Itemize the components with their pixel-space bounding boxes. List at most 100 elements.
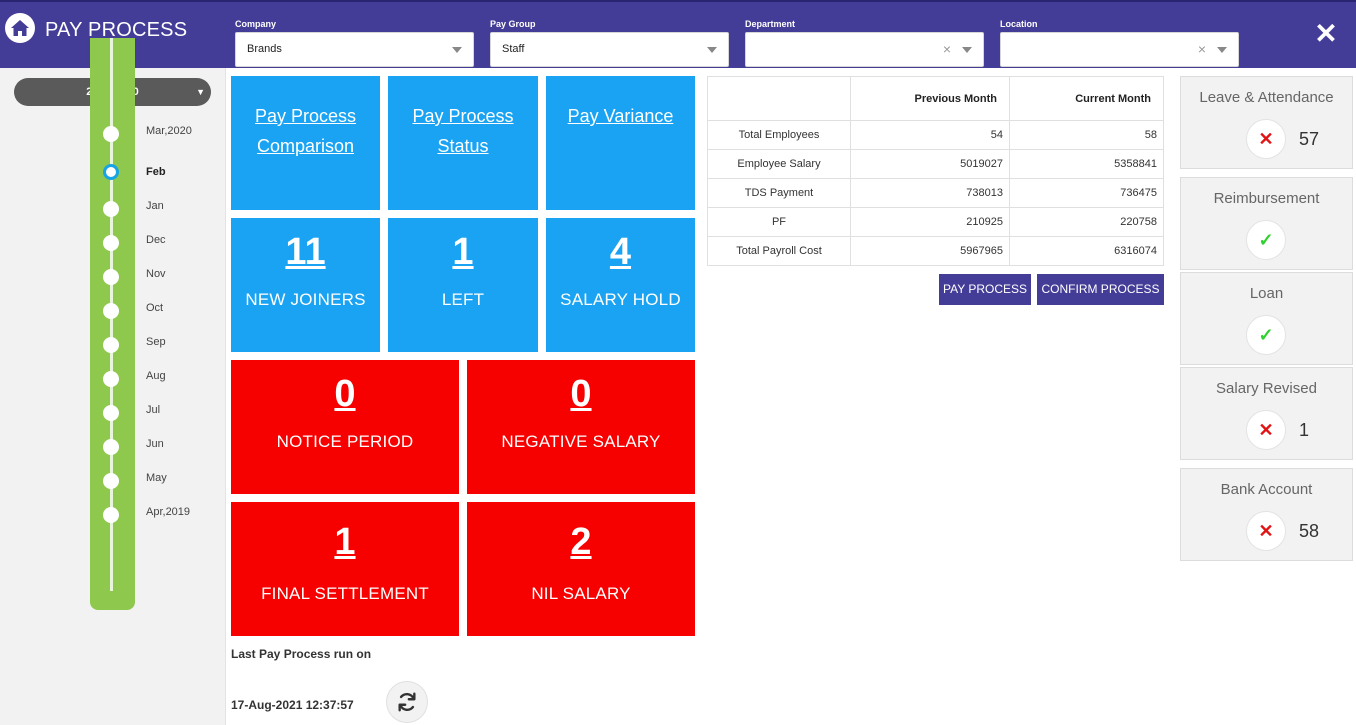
pay-variance-link[interactable]: Pay Variance (567, 106, 674, 126)
previous-value: 5019027 (850, 149, 1010, 179)
loan-card[interactable]: Loan ✓ (1180, 272, 1353, 365)
timeline-dot[interactable] (103, 371, 119, 387)
timeline-dot[interactable] (103, 405, 119, 421)
negative-salary-count[interactable]: 0 (570, 373, 592, 415)
timeline-dot[interactable] (103, 439, 119, 455)
month-item-active[interactable]: Feb (146, 166, 166, 178)
timeline-dot[interactable] (103, 269, 119, 285)
home-icon (11, 20, 29, 36)
month-item[interactable]: Sep (146, 336, 166, 348)
department-filter: Department × (745, 18, 984, 67)
timeline-dot[interactable] (103, 201, 119, 217)
salary-hold-label: SALARY HOLD (560, 290, 681, 309)
notice-period-tile[interactable]: 0 NOTICE PERIOD (231, 360, 459, 494)
bank-account-card[interactable]: Bank Account ✕ 58 (1180, 468, 1353, 561)
last-run-label: Last Pay Process run on (231, 647, 372, 661)
pay-process-button[interactable]: PAY PROCESS (939, 274, 1031, 305)
row-label: PF (707, 207, 851, 237)
company-filter: Company Brands (235, 18, 474, 67)
home-button[interactable] (5, 13, 35, 43)
chevron-down-icon (1217, 47, 1227, 53)
left-label: LEFT (441, 290, 485, 309)
confirm-process-button[interactable]: CONFIRM PROCESS (1037, 274, 1164, 305)
leave-attendance-card[interactable]: Leave & Attendance ✕ 57 (1180, 76, 1353, 169)
check-icon: ✓ (1258, 229, 1274, 250)
last-run-time: 17-Aug-2021 12:37:57 (231, 698, 354, 712)
salary-hold-count[interactable]: 4 (609, 231, 632, 273)
close-button[interactable]: ✕ (1311, 19, 1341, 49)
timeline-dot[interactable] (103, 473, 119, 489)
pay-variance-tile[interactable]: Pay Variance (546, 76, 695, 210)
notice-period-label: NOTICE PERIOD (276, 432, 414, 451)
timeline-dot[interactable] (103, 303, 119, 319)
month-item[interactable]: Nov (146, 268, 166, 280)
chevron-down-icon (962, 47, 972, 53)
pay-group-select[interactable]: Staff (490, 32, 729, 67)
table-header (707, 76, 851, 121)
month-item[interactable]: Jan (146, 200, 164, 212)
chevron-down-icon: ▼ (196, 87, 205, 97)
pay-group-label: Pay Group (490, 19, 536, 29)
left-tile[interactable]: 1 LEFT (388, 218, 538, 352)
card-title: Leave & Attendance (1199, 89, 1334, 106)
card-title: Salary Revised (1216, 380, 1317, 397)
previous-value: 738013 (850, 178, 1010, 208)
company-select[interactable]: Brands (235, 32, 474, 67)
nil-salary-tile[interactable]: 2 NIL SALARY (467, 502, 695, 636)
table-header: Previous Month (850, 76, 1010, 121)
nil-salary-count[interactable]: 2 (570, 521, 592, 563)
card-count: 57 (1299, 129, 1320, 149)
error-status-icon: ✕ (1246, 410, 1286, 450)
error-status-icon: ✕ (1246, 119, 1286, 159)
location-label: Location (1000, 19, 1038, 29)
salary-revised-card[interactable]: Salary Revised ✕ 1 (1180, 367, 1353, 460)
pay-process-comparison-link[interactable]: Pay Process Comparison (231, 101, 380, 161)
row-label: TDS Payment (707, 178, 851, 208)
location-select[interactable]: × (1000, 32, 1239, 67)
reimbursement-card[interactable]: Reimbursement ✓ (1180, 177, 1353, 270)
month-item[interactable]: Aug (146, 370, 166, 382)
refresh-button[interactable] (386, 681, 428, 723)
month-item[interactable]: Oct (146, 302, 164, 314)
clear-icon[interactable]: × (1197, 41, 1206, 57)
notice-period-count[interactable]: 0 (334, 373, 356, 415)
timeline-dot[interactable] (103, 337, 119, 353)
pay-process-status-tile[interactable]: Pay Process Status (388, 76, 538, 210)
x-icon: ✕ (1258, 520, 1274, 541)
current-value: 220758 (1009, 207, 1164, 237)
company-label: Company (235, 19, 277, 29)
timeline-dot-active[interactable] (103, 164, 119, 180)
success-status-icon: ✓ (1246, 315, 1286, 355)
row-label: Total Payroll Cost (707, 236, 851, 266)
current-value: 6316074 (1009, 236, 1164, 266)
card-title: Bank Account (1220, 481, 1313, 498)
month-item[interactable]: Jun (146, 438, 164, 450)
month-item[interactable]: Dec (146, 234, 166, 246)
month-item[interactable]: Jul (146, 404, 161, 416)
timeline-dot[interactable] (103, 507, 119, 523)
month-item[interactable]: May (146, 472, 167, 484)
tile-link-line: Pay Process (412, 106, 514, 126)
pay-process-status-link[interactable]: Pay Process Status (388, 101, 538, 161)
error-status-icon: ✕ (1246, 511, 1286, 551)
month-item[interactable]: Apr,2019 (146, 506, 191, 518)
new-joiners-count[interactable]: 11 (285, 231, 326, 273)
timeline-dot[interactable] (103, 235, 119, 251)
table-row: Total Employees 54 58 (707, 120, 1164, 150)
timeline-dot[interactable] (103, 126, 119, 142)
card-count: 58 (1299, 521, 1320, 541)
final-settlement-count[interactable]: 1 (334, 521, 356, 563)
left-count[interactable]: 1 (452, 231, 474, 273)
pay-process-comparison-tile[interactable]: Pay Process Comparison (231, 76, 380, 210)
tile-link-line: Status (437, 136, 489, 156)
clear-icon[interactable]: × (942, 41, 951, 57)
month-item[interactable]: Mar,2020 (146, 125, 192, 137)
final-settlement-tile[interactable]: 1 FINAL SETTLEMENT (231, 502, 459, 636)
card-count: 1 (1299, 420, 1310, 440)
department-select[interactable]: × (745, 32, 984, 67)
table-header-row: Previous Month Current Month (707, 76, 1164, 121)
table-row: Total Payroll Cost 5967965 6316074 (707, 236, 1164, 266)
salary-hold-tile[interactable]: 4 SALARY HOLD (546, 218, 695, 352)
new-joiners-tile[interactable]: 11 NEW JOINERS (231, 218, 380, 352)
negative-salary-tile[interactable]: 0 NEGATIVE SALARY (467, 360, 695, 494)
